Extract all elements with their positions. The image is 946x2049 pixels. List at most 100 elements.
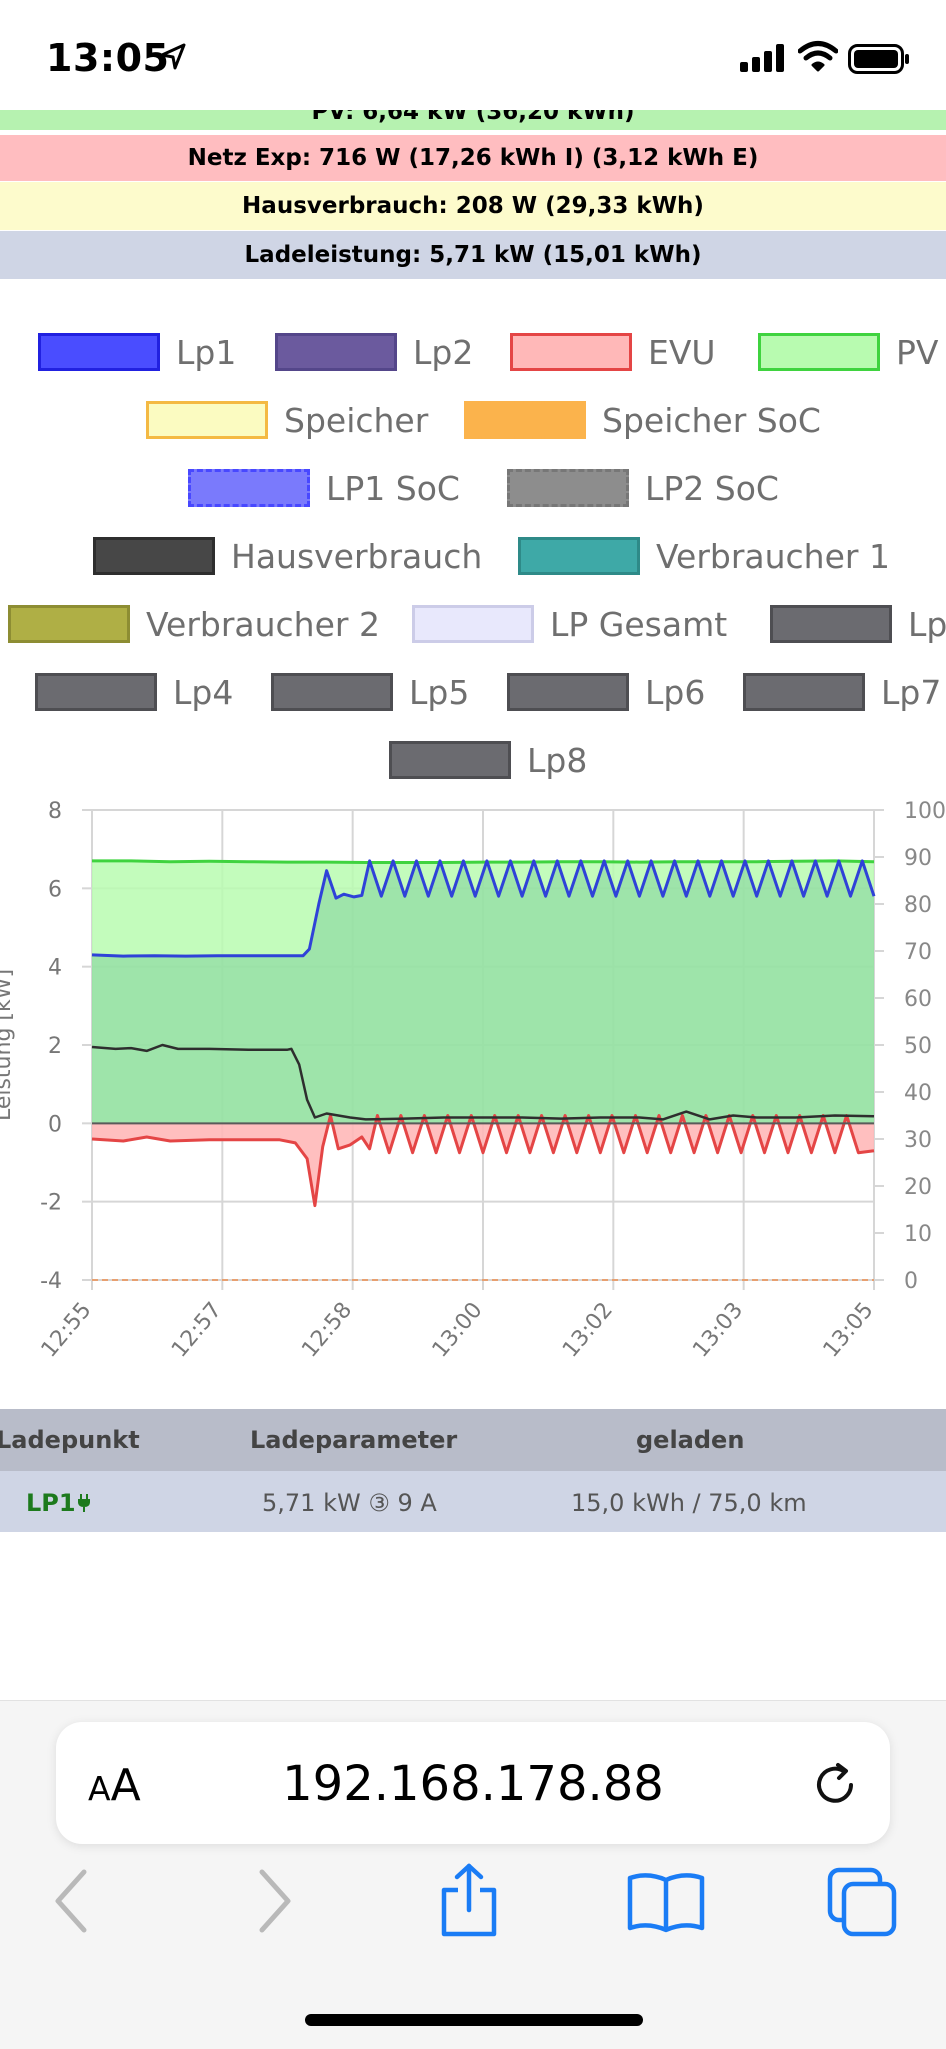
legend-item-lp-gesamt[interactable]: LP Gesamt (412, 602, 727, 646)
legend-item-speicher[interactable]: Speicher (146, 398, 428, 442)
url-text[interactable]: 192.168.178.88 (282, 1756, 664, 1812)
row-geladen: 15,0 kWh / 75,0 km (571, 1489, 807, 1517)
y-tick-label: 0 (48, 1112, 62, 1137)
cellular-signal-icon (740, 44, 786, 77)
series-line-pv (92, 859, 875, 864)
legend-swatch (38, 333, 160, 371)
series-line-lp1 (91, 859, 876, 958)
header-ladepunkt: Ladepunkt (0, 1426, 140, 1454)
legend-item-lp7[interactable]: Lp7 (743, 670, 941, 714)
legend-label: Lp1 (176, 332, 237, 372)
legend-item-lp2[interactable]: Lp2 (275, 330, 473, 374)
legend-item-lp8[interactable]: Lp8 (389, 738, 587, 782)
legend-swatch (271, 673, 393, 711)
y2-tick-label: 50 (904, 1034, 932, 1059)
y2-tick-label: 70 (904, 940, 932, 965)
table-row[interactable]: LP1 5,71 kW ③ 9 A 15,0 kWh / 75,0 km (0, 1471, 946, 1532)
legend-swatch (770, 605, 892, 643)
address-bar[interactable]: AA 192.168.178.88 (56, 1722, 890, 1844)
legend-item-lp2-soc[interactable]: LP2 SoC (507, 466, 779, 510)
row-lp-name: LP1 (26, 1489, 76, 1517)
x-tick-label: 13:05 (819, 1298, 879, 1363)
y-tick-label: 2 (48, 1034, 62, 1059)
legend-label: Lp4 (173, 672, 234, 712)
status-bar: 13:05 (0, 0, 946, 110)
hausverbrauch-bar: Hausverbrauch: 208 W (29,33 kWh) (0, 182, 946, 230)
home-indicator (305, 2014, 643, 2026)
legend-item-lp6[interactable]: Lp6 (507, 670, 705, 714)
legend-swatch (146, 401, 268, 439)
forward-icon[interactable] (258, 1868, 294, 1939)
legend-item-evu[interactable]: EVU (510, 330, 716, 374)
legend-item-lp3[interactable]: Lp3 (770, 602, 946, 646)
legend-swatch (464, 401, 586, 439)
legend-swatch (518, 537, 640, 575)
legend-label: Speicher SoC (602, 400, 821, 440)
legend-item-speicher-soc[interactable]: Speicher SoC (464, 398, 821, 442)
legend-swatch (275, 333, 397, 371)
ladeleistung-bar: Ladeleistung: 5,71 kW (15,01 kWh) (0, 231, 946, 279)
plug-icon (77, 1491, 91, 1519)
y2-tick-label: 20 (904, 1175, 932, 1200)
reader-settings-button[interactable]: AA (88, 1760, 141, 1811)
series-area-lp1 (92, 860, 874, 1124)
legend-item-verbraucher-2[interactable]: Verbraucher 2 (8, 602, 380, 646)
pv-bar: PV: 6,64 kW (36,20 kWh) (0, 110, 946, 130)
wifi-icon (797, 40, 839, 77)
tabs-icon[interactable] (826, 1866, 898, 1943)
legend-item-hausverbrauch[interactable]: Hausverbrauch (93, 534, 482, 578)
y2-tick-label: 90 (904, 846, 932, 871)
x-tick-label: 12:55 (37, 1298, 97, 1363)
y-tick-label: 4 (48, 956, 62, 981)
legend-item-verbraucher-1[interactable]: Verbraucher 1 (518, 534, 890, 578)
header-ladeparameter: Ladeparameter (250, 1426, 458, 1454)
legend-swatch (8, 605, 130, 643)
y2-tick-label: 30 (904, 1128, 932, 1153)
legend-item-pv[interactable]: PV (758, 330, 938, 374)
y2-tick-label: 40 (904, 1081, 932, 1106)
legend-item-lp5[interactable]: Lp5 (271, 670, 469, 714)
legend-item-lp1[interactable]: Lp1 (38, 330, 236, 374)
legend-label: Verbraucher 1 (656, 536, 890, 576)
legend-swatch (758, 333, 880, 371)
y-tick-label: -2 (40, 1191, 62, 1216)
legend-label: LP1 SoC (326, 468, 460, 508)
share-icon[interactable] (436, 1862, 502, 1943)
netz-bar: Netz Exp: 716 W (17,26 kWh I) (3,12 kWh … (0, 135, 946, 181)
battery-icon (848, 44, 910, 79)
row-ladeparameter: 5,71 kW ③ 9 A (262, 1489, 437, 1517)
y2-tick-label: 100 (904, 799, 946, 824)
series-line-evu (91, 1114, 875, 1208)
x-tick-label: 13:00 (428, 1298, 488, 1363)
legend-label: Hausverbrauch (231, 536, 483, 576)
location-arrow-icon (158, 42, 188, 77)
series-line-hausverbrauch (91, 1043, 875, 1121)
legend-item-lp1-soc[interactable]: LP1 SoC (188, 466, 460, 510)
y2-tick-label: 60 (904, 987, 932, 1012)
legend-label: Lp8 (527, 740, 588, 780)
x-tick-label: 13:03 (688, 1298, 748, 1363)
y-tick-label: -4 (40, 1269, 62, 1294)
legend-label: Lp6 (645, 672, 706, 712)
y2-tick-label: 0 (904, 1269, 918, 1294)
legend-swatch (743, 673, 865, 711)
table-header: Ladepunkt Ladeparameter geladen (0, 1409, 946, 1471)
legend-swatch (188, 469, 310, 507)
x-tick-label: 12:58 (297, 1298, 357, 1363)
legend-swatch (412, 605, 534, 643)
legend-label: PV (896, 332, 939, 372)
back-icon[interactable] (52, 1868, 88, 1939)
legend-swatch (389, 741, 511, 779)
legend-label: Lp3 (908, 604, 946, 644)
legend-swatch (507, 673, 629, 711)
y2-tick-label: 10 (904, 1222, 932, 1247)
bookmarks-icon[interactable] (626, 1870, 706, 1939)
legend-swatch (93, 537, 215, 575)
legend-label: Lp5 (409, 672, 470, 712)
status-time: 13:05 (46, 36, 170, 80)
legend-item-lp4[interactable]: Lp4 (35, 670, 233, 714)
x-tick-label: 12:57 (167, 1298, 227, 1363)
reload-icon[interactable] (808, 1758, 862, 1817)
header-geladen: geladen (636, 1426, 745, 1454)
